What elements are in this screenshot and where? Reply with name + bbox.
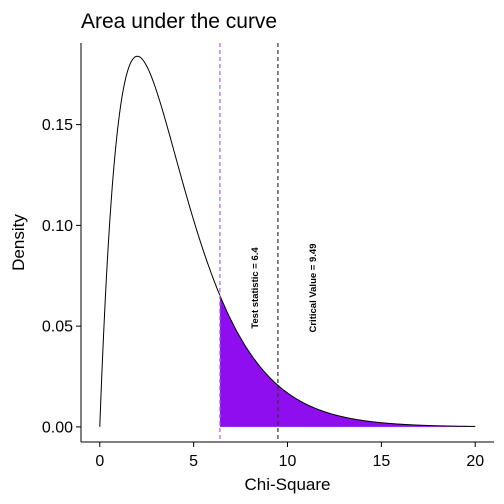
- x-axis-title: Chi-Square: [245, 475, 331, 494]
- y-axis-ticks: 0.00 0.05 0.10 0.15: [42, 117, 81, 436]
- x-tick-label: 5: [189, 453, 198, 470]
- y-tick-label: 0.10: [42, 218, 73, 235]
- x-tick-label: 0: [95, 453, 104, 470]
- critical-value-label: Critical Value = 9.49: [308, 244, 319, 333]
- x-tick-label: 20: [466, 453, 484, 470]
- x-tick-label: 10: [279, 453, 297, 470]
- density-curve-line: [99, 55, 476, 427]
- test-statistic-label: Test statistic = 6.4: [250, 247, 261, 329]
- x-axis-ticks: 0 5 10 15 20: [95, 442, 484, 470]
- y-tick-label: 0.00: [42, 419, 73, 436]
- y-axis-title: Density: [9, 214, 28, 271]
- shaded-area-region: [219, 295, 476, 427]
- x-tick-label: 15: [372, 453, 390, 470]
- y-tick-label: 0.05: [42, 319, 73, 336]
- y-tick-label: 0.15: [42, 117, 73, 134]
- chart-title: Area under the curve: [81, 10, 277, 33]
